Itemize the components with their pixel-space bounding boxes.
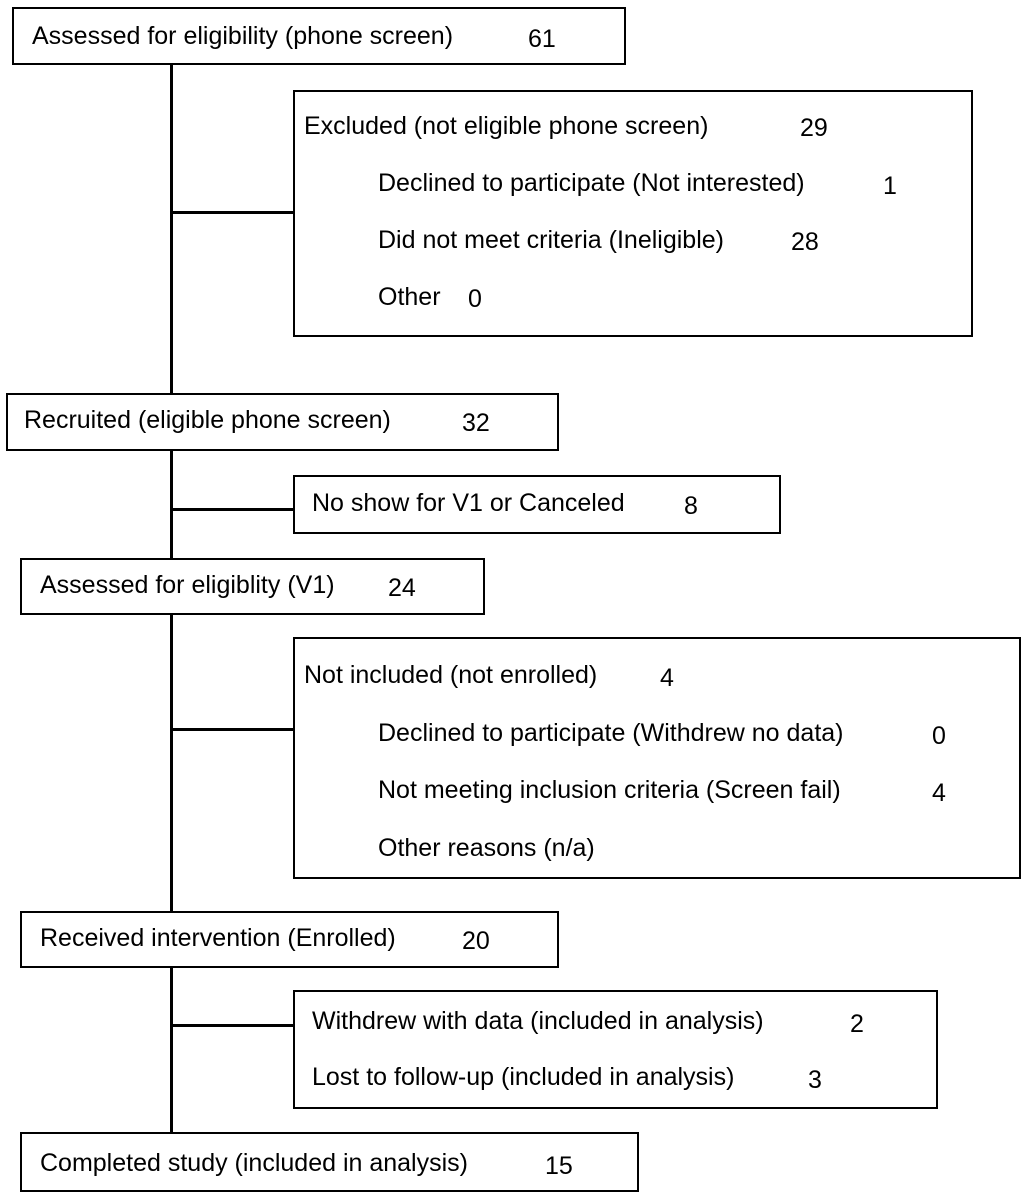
excluded-item-count: 0 [468,285,482,313]
excluded-item-label: Did not meet criteria (Ineligible) [378,226,724,254]
enrolled-count: 20 [462,927,490,955]
excluded-phone-box [293,90,973,337]
not-included-label: Not included (not enrolled) [304,661,598,689]
enrolled-box [20,911,559,968]
not-included-item-count: 4 [932,779,946,807]
assessed-v1-box [20,558,485,615]
recruited-box [6,393,559,451]
branch-line-withdrew [170,1024,294,1027]
completed-count: 15 [545,1152,573,1180]
withdrew-item-count: 3 [808,1066,822,1094]
recruited-label: Recruited (eligible phone screen) [24,406,391,434]
excluded-item-label: Declined to participate (Not interested) [378,169,805,197]
withdrew-item-count: 2 [850,1010,864,1038]
not-included-item-label: Other reasons (n/a) [378,834,595,862]
completed-label: Completed study (included in analysis) [40,1149,468,1177]
excluded-item-label: Other [378,283,441,311]
assessed-phone-label: Assessed for eligibility (phone screen) [32,22,454,50]
not-included-item-label: Declined to participate (Withdrew no dat… [378,719,844,747]
not-included-count: 4 [660,664,674,692]
excluded-phone-label: Excluded (not eligible phone screen) [304,112,709,140]
assessed-v1-count: 24 [388,574,416,602]
recruited-count: 32 [462,409,490,437]
withdrew-box [293,990,938,1109]
excluded-item-count: 1 [883,172,897,200]
not-included-item-label: Not meeting inclusion criteria (Screen f… [378,776,841,804]
enrolled-label: Received intervention (Enrolled) [40,924,396,952]
branch-line-not-included [170,728,294,731]
no-show-box [293,475,781,534]
branch-line-no-show [170,508,294,511]
assessed-phone-count: 61 [528,25,556,53]
branch-line-excluded [170,211,294,214]
withdrew-item-label: Lost to follow-up (included in analysis) [312,1063,735,1091]
no-show-count: 8 [684,492,698,520]
not-included-item-count: 0 [932,722,946,750]
assessed-v1-label: Assessed for eligiblity (V1) [40,571,335,599]
excluded-phone-count: 29 [800,114,828,142]
not-included-box [293,637,1021,879]
no-show-label: No show for V1 or Canceled [312,489,625,517]
excluded-item-count: 28 [791,228,819,256]
withdrew-item-label: Withdrew with data (included in analysis… [312,1007,764,1035]
assessed-phone-box [12,7,626,65]
